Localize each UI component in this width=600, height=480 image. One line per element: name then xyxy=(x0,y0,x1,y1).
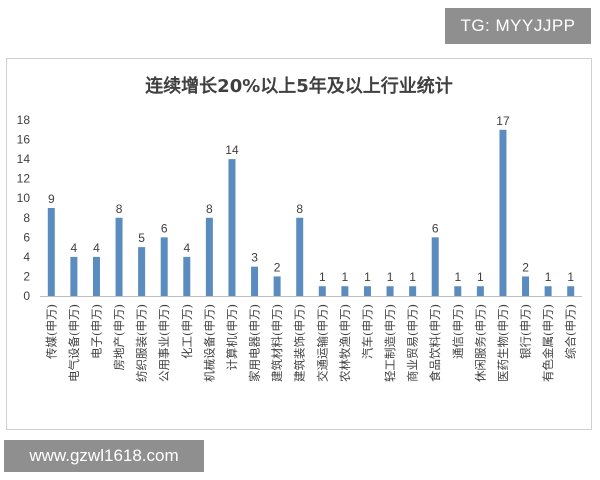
category-label: 通信(申万) xyxy=(451,304,465,359)
bar xyxy=(47,208,55,296)
category-label: 综合(申万) xyxy=(564,304,578,359)
bar xyxy=(138,247,146,296)
chart-title: 连续增长20%以上5年及以上行业统计 xyxy=(145,76,453,97)
bar xyxy=(363,286,371,296)
category-label: 医药生物(申万) xyxy=(496,304,510,382)
data-label: 1 xyxy=(545,270,552,284)
category-label: 轻工制造(申万) xyxy=(383,304,397,382)
y-tick-label: 4 xyxy=(23,250,30,264)
bar xyxy=(160,237,168,296)
category-label: 房地产(申万) xyxy=(112,304,126,370)
bar xyxy=(386,286,394,296)
bar xyxy=(454,286,462,296)
category-label: 建筑材料(申万) xyxy=(270,304,284,382)
data-label: 2 xyxy=(274,260,281,274)
bar xyxy=(205,217,213,296)
y-tick-label: 2 xyxy=(23,269,30,283)
category-label: 银行(申万) xyxy=(519,304,533,359)
category-label: 农林牧渔(申万) xyxy=(338,304,352,382)
data-label: 1 xyxy=(387,270,394,284)
category-label: 食品饮料(申万) xyxy=(428,304,442,382)
y-tick-label: 16 xyxy=(17,133,31,147)
category-label: 商业贸易(申万) xyxy=(406,304,420,382)
category-label: 机械设备(申万) xyxy=(202,304,216,382)
category-label: 传媒(申万) xyxy=(44,304,58,359)
data-label: 8 xyxy=(116,202,123,216)
bar xyxy=(522,276,530,296)
data-label: 6 xyxy=(161,221,168,235)
category-label: 休闲服务(申万) xyxy=(473,304,487,382)
bar xyxy=(273,276,281,296)
bar xyxy=(183,256,191,296)
data-label: 14 xyxy=(225,143,239,157)
y-tick-label: 14 xyxy=(17,152,31,166)
data-label: 4 xyxy=(93,241,100,255)
y-tick-label: 10 xyxy=(17,191,31,205)
data-label: 8 xyxy=(206,202,213,216)
bar xyxy=(228,159,236,296)
bar xyxy=(567,286,575,296)
watermark-top: TG: MYYJJPP xyxy=(445,8,591,44)
data-label: 8 xyxy=(296,202,303,216)
category-label: 电子(申万) xyxy=(89,304,103,359)
y-tick-label: 12 xyxy=(17,172,31,186)
bar xyxy=(296,217,304,296)
watermark-bottom: www.gzwl1618.com xyxy=(4,440,204,472)
data-label: 6 xyxy=(432,221,439,235)
category-label: 汽车(申万) xyxy=(360,304,374,359)
data-label: 5 xyxy=(138,231,145,245)
data-label: 1 xyxy=(342,270,349,284)
category-label: 电气设备(申万) xyxy=(67,304,81,382)
bar xyxy=(499,129,507,296)
bar xyxy=(409,286,417,296)
category-label: 公用事业(申万) xyxy=(157,304,171,382)
bar xyxy=(92,256,100,296)
data-label: 1 xyxy=(319,270,326,284)
category-label: 有色金属(申万) xyxy=(541,304,555,382)
data-label: 17 xyxy=(496,114,510,128)
data-label: 3 xyxy=(251,251,258,265)
category-label: 交通运输(申万) xyxy=(315,304,329,382)
y-tick-label: 18 xyxy=(17,113,31,127)
data-label: 4 xyxy=(71,241,78,255)
bar xyxy=(341,286,349,296)
data-label: 9 xyxy=(48,192,55,206)
category-label: 家用电器(申万) xyxy=(248,304,262,382)
data-label: 4 xyxy=(183,241,190,255)
y-tick-label: 6 xyxy=(23,230,30,244)
data-label: 1 xyxy=(409,270,416,284)
data-label: 2 xyxy=(522,260,529,274)
category-label: 计算机(申万) xyxy=(225,304,239,370)
bar xyxy=(318,286,326,296)
category-label: 纺织服装(申万) xyxy=(135,304,149,382)
data-label: 1 xyxy=(567,270,574,284)
data-label: 1 xyxy=(454,270,461,284)
data-label: 1 xyxy=(477,270,484,284)
bar xyxy=(70,256,78,296)
y-tick-label: 0 xyxy=(23,289,30,303)
data-label: 1 xyxy=(364,270,371,284)
y-tick-label: 8 xyxy=(23,211,30,225)
bar xyxy=(476,286,484,296)
bar xyxy=(544,286,552,296)
bar xyxy=(115,217,123,296)
bar xyxy=(431,237,439,296)
category-label: 化工(申万) xyxy=(180,304,194,359)
bar xyxy=(251,266,259,296)
category-label: 建筑装饰(申万) xyxy=(293,304,307,382)
